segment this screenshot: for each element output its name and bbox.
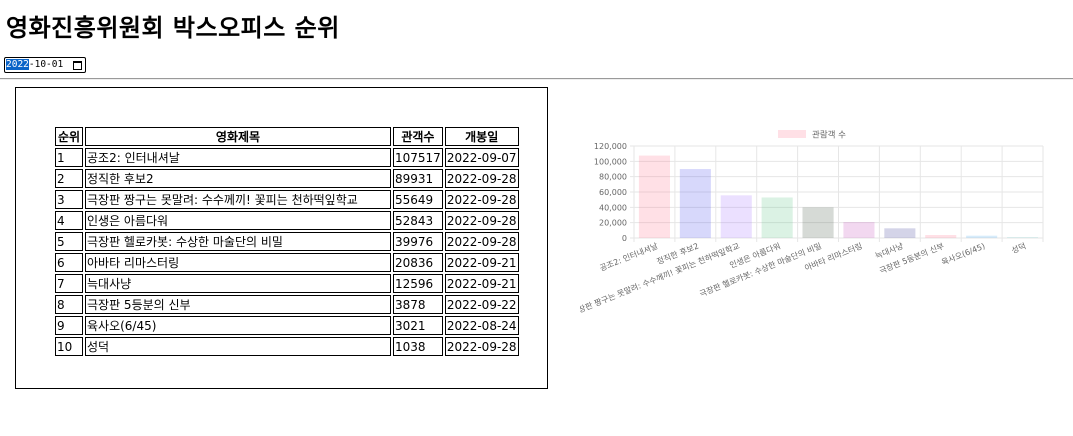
movie-title-cell: 극장판 5등분의 신부 [85, 295, 391, 314]
audience-cell: 12596 [393, 274, 443, 293]
movie-title-cell: 아바타 리마스터링 [85, 253, 391, 272]
audience-cell: 55649 [393, 190, 443, 209]
movie-title-cell: 극장판 헬로카봇: 수상한 마술단의 비밀 [85, 232, 391, 251]
open-date-cell: 2022-09-28 [444, 169, 519, 188]
box-office-table: 순위 영화제목 관객수 개봉일 1 공조2: 인터내셔날 107517 2022-09… [53, 125, 521, 358]
table-row: 7 늑대사냥 12596 2022-09-21 [55, 274, 519, 293]
table-row: 8 극장판 5등분의 신부 3878 2022-09-22 [55, 295, 519, 314]
x-tick-label: 성덕 [1010, 241, 1027, 256]
movie-title-cell: 육사오(6/45) [85, 316, 391, 335]
bar [679, 169, 711, 238]
bar [720, 195, 752, 238]
table-row: 4 인생은 아름다워 52843 2022-09-28 [55, 211, 519, 230]
x-tick-label: 육사오(6/45) [940, 242, 986, 268]
rank-cell: 3 [55, 190, 83, 209]
date-value: 2022-10-01 [6, 58, 63, 72]
open-date-cell: 2022-09-28 [444, 211, 519, 230]
x-tick-label: 극장판 짱구는 못말려: 수수께끼! 꽃피는 천하떡잎학교 [580, 241, 741, 318]
open-date-cell: 2022-08-24 [444, 316, 519, 335]
header-rank: 순위 [55, 127, 83, 146]
movie-title-cell: 정직한 후보2 [85, 169, 391, 188]
bar [761, 197, 793, 238]
y-tick-label: 0 [622, 234, 627, 243]
movie-title-cell: 공조2: 인터내셔날 [85, 148, 391, 167]
table-row: 2 정직한 후보2 89931 2022-09-28 [55, 169, 519, 188]
audience-cell: 52843 [393, 211, 443, 230]
table-row: 10 성덕 1038 2022-09-28 [55, 337, 519, 356]
header-divider [0, 78, 1073, 80]
box-office-table-panel: 순위 영화제목 관객수 개봉일 1 공조2: 인터내셔날 107517 2022-09… [15, 87, 548, 389]
open-date-cell: 2022-09-28 [444, 190, 519, 209]
table-row: 3 극장판 짱구는 못말려: 수수께끼! 꽃피는 천하떡잎학교 55649 2022-… [55, 190, 519, 209]
rank-cell: 8 [55, 295, 83, 314]
y-tick-label: 40,000 [599, 203, 627, 212]
legend-label: 관람객 수 [812, 130, 846, 141]
page-title: 영화진흥위원회 박스오피스 순위 [6, 14, 340, 42]
y-tick-label: 60,000 [599, 188, 627, 197]
header-open-date: 개봉일 [444, 127, 519, 146]
audience-cell: 107517 [393, 148, 443, 167]
rank-cell: 5 [55, 232, 83, 251]
calendar-icon[interactable] [73, 61, 82, 70]
y-tick-label: 120,000 [594, 142, 627, 151]
audience-cell: 89931 [393, 169, 443, 188]
audience-cell: 20836 [393, 253, 443, 272]
rank-cell: 10 [55, 337, 83, 356]
open-date-cell: 2022-09-28 [444, 337, 519, 356]
bar [884, 228, 916, 238]
audience-bar-chart: 0 20,000 40,000 60,000 80,000 100,000 120,000 공… [570, 120, 1050, 350]
rank-cell: 2 [55, 169, 83, 188]
open-date-cell: 2022-09-21 [444, 274, 519, 293]
open-date-cell: 2022-09-07 [444, 148, 519, 167]
table-row: 6 아바타 리마스터링 20836 2022-09-21 [55, 253, 519, 272]
date-year-segment[interactable]: 2022 [6, 59, 29, 70]
y-tick-label: 80,000 [599, 173, 627, 182]
bar [638, 155, 670, 238]
bar [802, 207, 834, 238]
audience-cell: 39976 [393, 232, 443, 251]
movie-title-cell: 성덕 [85, 337, 391, 356]
date-input[interactable]: 2022-10-01 [4, 57, 86, 73]
movie-title-cell: 극장판 짱구는 못말려: 수수께끼! 꽃피는 천하떡잎학교 [85, 190, 391, 209]
open-date-cell: 2022-09-22 [444, 295, 519, 314]
audience-cell: 3021 [393, 316, 443, 335]
header-title: 영화제목 [85, 127, 391, 146]
audience-cell: 1038 [393, 337, 443, 356]
movie-title-cell: 늑대사냥 [85, 274, 391, 293]
header-audience: 관객수 [393, 127, 443, 146]
table-row: 1 공조2: 인터내셔날 107517 2022-09-07 [55, 148, 519, 167]
table-row: 5 극장판 헬로카봇: 수상한 마술단의 비밀 39976 2022-09-28 [55, 232, 519, 251]
table-header-row: 순위 영화제목 관객수 개봉일 [55, 127, 519, 146]
date-month-day-segment[interactable]: -10-01 [28, 59, 64, 70]
rank-cell: 4 [55, 211, 83, 230]
bar [925, 235, 957, 238]
rank-cell: 9 [55, 316, 83, 335]
bar [966, 235, 998, 238]
table-row: 9 육사오(6/45) 3021 2022-08-24 [55, 316, 519, 335]
open-date-cell: 2022-09-28 [444, 232, 519, 251]
audience-cell: 3878 [393, 295, 443, 314]
rank-cell: 7 [55, 274, 83, 293]
x-tick-label: 공조2: 인터내셔날 [598, 240, 660, 273]
bar [843, 222, 875, 238]
legend-swatch [778, 130, 806, 138]
bar [1007, 237, 1039, 238]
rank-cell: 6 [55, 253, 83, 272]
movie-title-cell: 인생은 아름다워 [85, 211, 391, 230]
chart-canvas: 0 20,000 40,000 60,000 80,000 100,000 120,000 공… [570, 130, 1044, 318]
y-tick-label: 100,000 [594, 157, 627, 166]
y-tick-label: 20,000 [599, 219, 627, 228]
open-date-cell: 2022-09-21 [444, 253, 519, 272]
rank-cell: 1 [55, 148, 83, 167]
